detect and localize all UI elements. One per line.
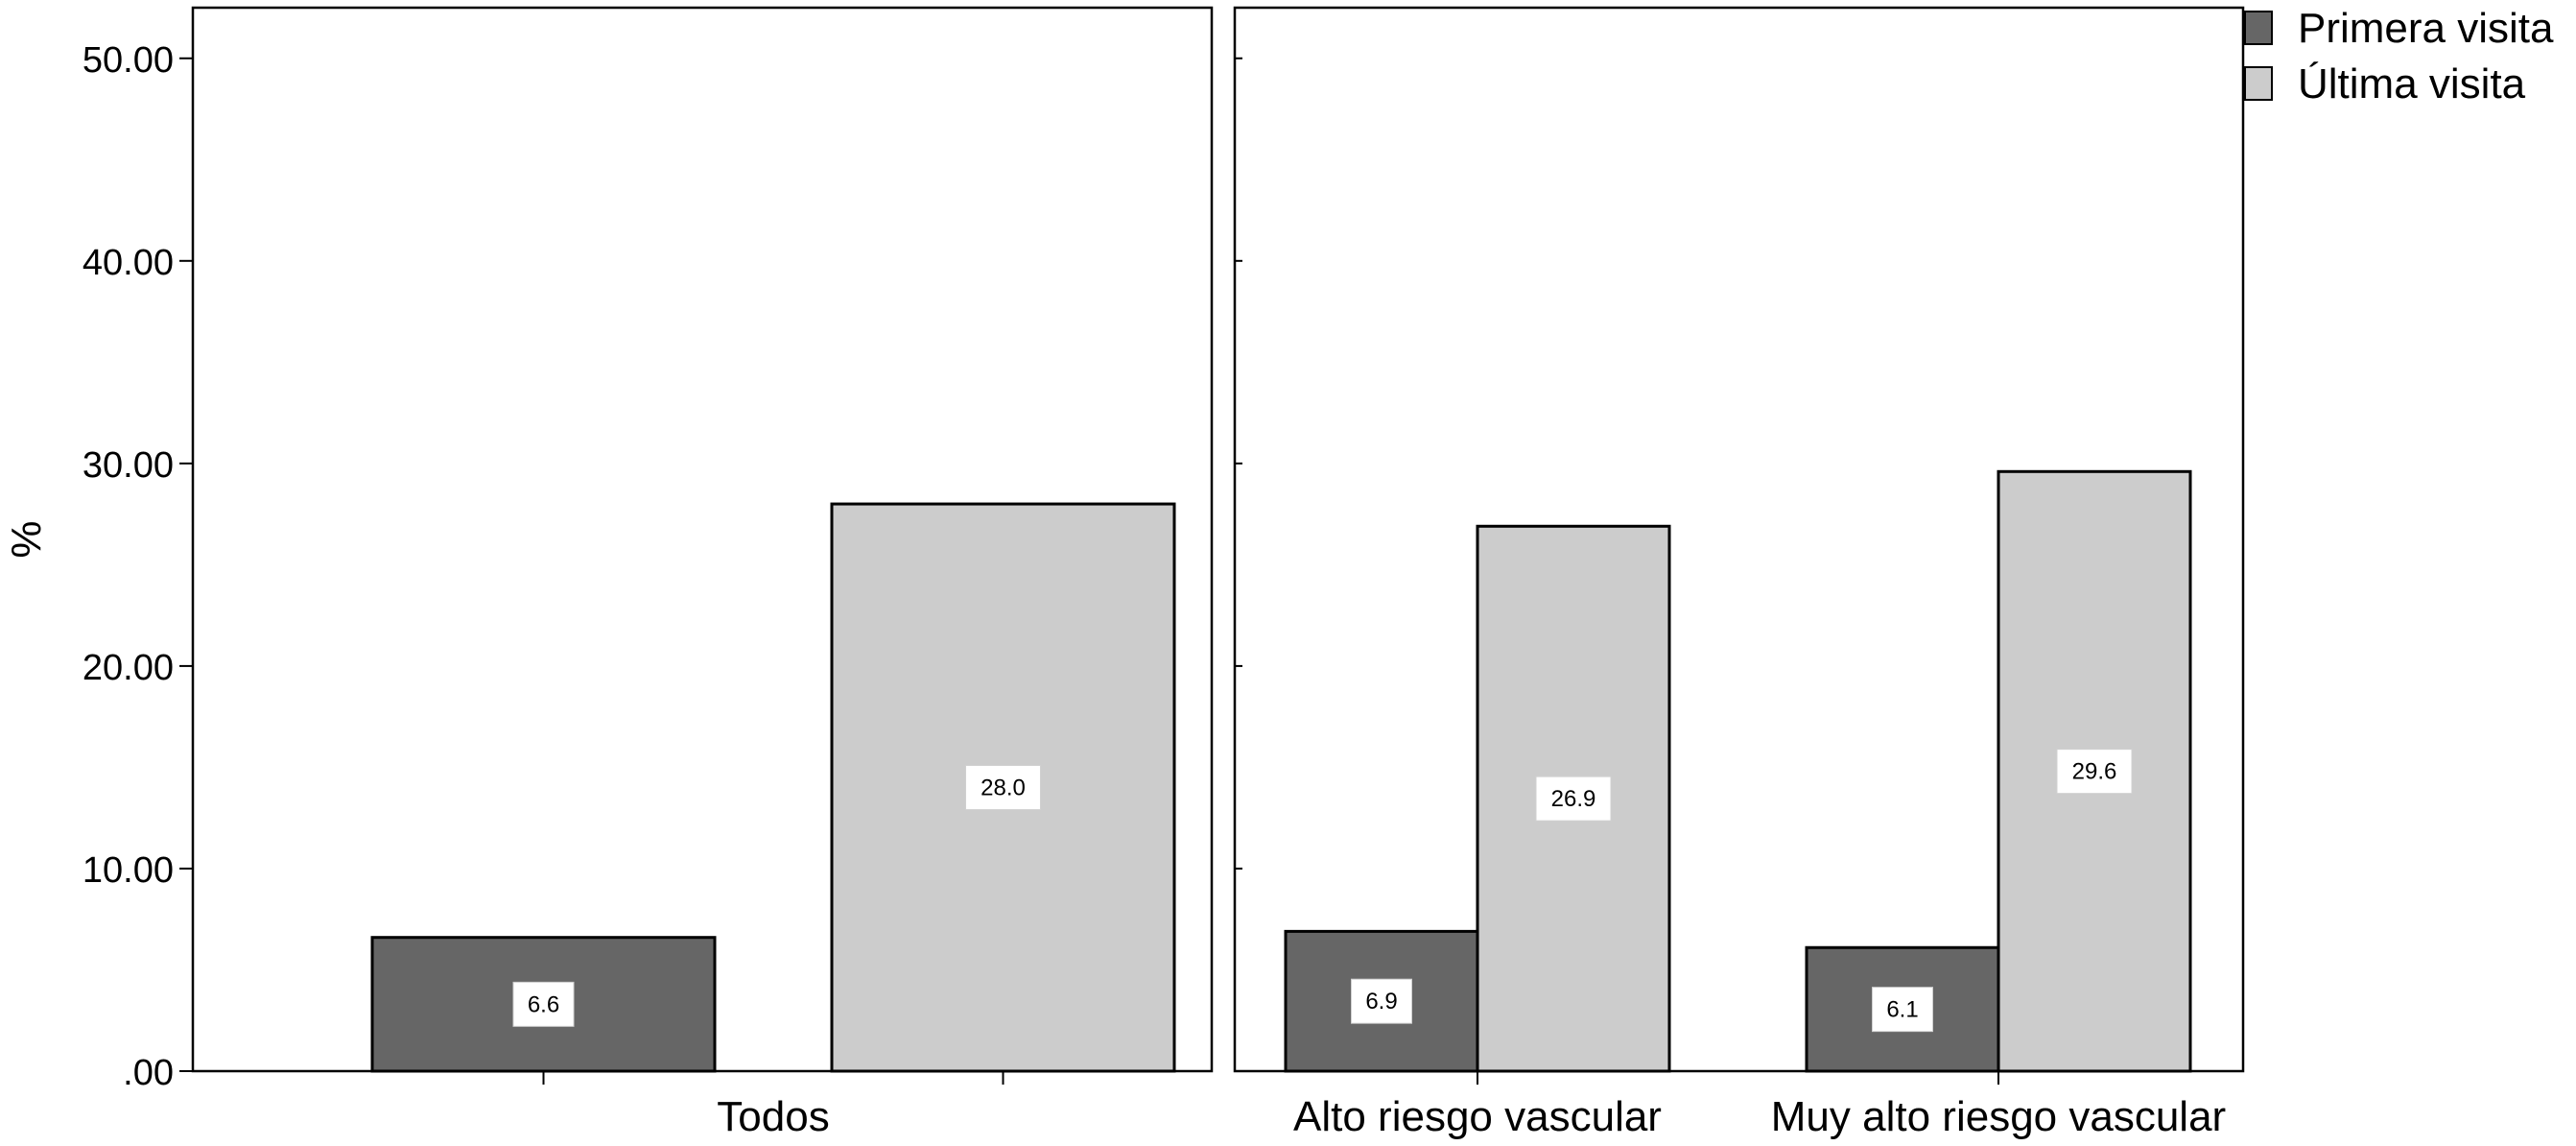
- y-tick-label: 30.00: [83, 445, 174, 486]
- y-axis-label: %: [3, 520, 50, 558]
- category-label: Alto riesgo vascular: [1293, 1093, 1662, 1140]
- panel-2: 6.9 26.9 Alto riesgo vascular 6.1 29.6 Muy al…: [1233, 6, 2245, 1140]
- y-axis: .00 10.00 20.00 30.00 40.00 50.00: [83, 40, 193, 1093]
- legend-label: Última visita: [2298, 60, 2526, 107]
- data-label-box: [1351, 978, 1412, 1024]
- bar: [1284, 929, 1479, 1073]
- y-tick-label: 50.00: [83, 40, 174, 81]
- category-label: Todos: [717, 1093, 829, 1140]
- legend-swatch: [2244, 66, 2273, 101]
- data-label: 6.1: [1886, 997, 1918, 1023]
- panel-frame: [1233, 6, 2245, 1073]
- y-tick-label: .00: [123, 1053, 174, 1093]
- data-label: 6.6: [528, 991, 559, 1017]
- data-label-box: [965, 765, 1041, 811]
- data-label-box: [2056, 749, 2133, 795]
- data-label: 26.9: [1551, 786, 1596, 812]
- y-tick-label: 40.00: [83, 243, 174, 283]
- data-label-box: [1535, 776, 1612, 822]
- data-label-box: [512, 981, 575, 1027]
- data-label: 28.0: [981, 776, 1026, 801]
- panel-frame: [191, 6, 1214, 1073]
- y-tick-label: 20.00: [83, 648, 174, 688]
- category-label: Muy alto riesgo vascular: [1771, 1093, 2226, 1140]
- y-tick-label: 10.00: [83, 850, 174, 891]
- data-label-box: [1872, 987, 1933, 1033]
- data-label: 29.6: [2072, 759, 2117, 785]
- panel-1: 6.6 28.0 Todos: [191, 6, 1214, 1140]
- legend-swatch: [2244, 11, 2273, 45]
- legend-label: Primera visita: [2298, 5, 2554, 52]
- data-label: 6.9: [1365, 989, 1397, 1015]
- legend: Primera visita Última visita: [2244, 5, 2554, 107]
